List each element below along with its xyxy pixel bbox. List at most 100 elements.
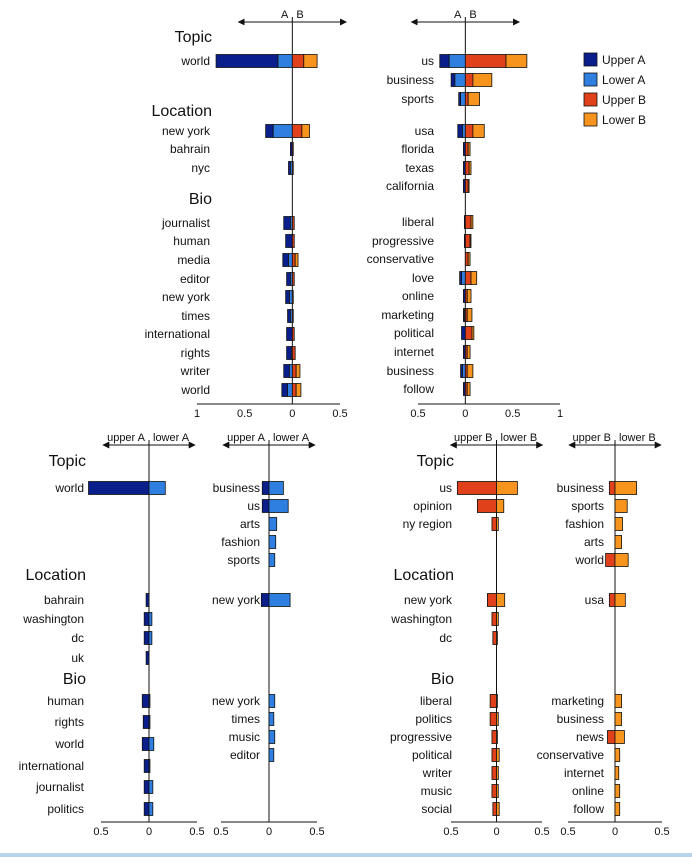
bar-segment-ua: [260, 593, 270, 607]
bar-segment-ua: [143, 759, 150, 773]
bar-segment-ua: [283, 216, 291, 230]
bar-segment-lb: [467, 179, 470, 193]
bar-segment-ub: [464, 252, 469, 266]
tick-label: 1: [557, 408, 563, 420]
bar-segment-la: [268, 499, 289, 513]
row-label: nyc: [191, 161, 210, 175]
tick-label: 0: [266, 826, 272, 838]
bar-segment-ua: [261, 499, 270, 513]
bar-segment-la: [268, 712, 275, 726]
tick-label: 0.5: [93, 826, 108, 838]
bar-segment-lb: [466, 382, 471, 396]
bar-segment-ub: [491, 517, 497, 531]
bar-segment-ub: [605, 553, 616, 567]
bar-segment-lb: [614, 694, 622, 708]
bar-segment-lb: [614, 553, 629, 567]
row-label: world: [54, 737, 84, 751]
bar-segment-ub: [291, 272, 295, 286]
bar-segment-lb: [614, 730, 625, 744]
bar-segment-ub: [291, 161, 294, 175]
row-label: new york: [162, 124, 211, 138]
section-title: Topic: [175, 29, 212, 46]
bar-segment-ub: [464, 215, 472, 229]
bar-segment-ua: [143, 612, 150, 626]
tick-label: 0.5: [237, 408, 252, 420]
bar-segment-ub: [291, 253, 296, 267]
bar-segment-ub: [489, 694, 497, 708]
bar-segment-ub: [464, 142, 469, 156]
bar-segment-ub: [464, 326, 473, 340]
row-label: international: [19, 759, 84, 773]
section-title: Bio: [189, 191, 212, 208]
legend-label: Lower A: [602, 73, 645, 87]
bar-segment-la: [460, 92, 466, 106]
panel-p6: upper B lower B 0.5 0 0.5 business sports fashi…: [537, 432, 670, 838]
bar-segment-lb: [614, 748, 621, 762]
row-label: conservative: [537, 748, 605, 762]
bar-segment-lb: [466, 308, 473, 322]
bar-segment-lb: [466, 289, 472, 303]
bar-segment-ub: [456, 481, 497, 495]
bar-segment-la: [448, 54, 466, 68]
row-label: politics: [47, 802, 84, 816]
row-label: business: [557, 481, 604, 495]
row-label: world: [180, 54, 210, 68]
bar-segment-ua: [88, 481, 150, 495]
row-label: fashion: [221, 535, 260, 549]
bar-segment-la: [454, 73, 466, 87]
bar-segment-ub: [291, 364, 297, 378]
bar-segment-la: [268, 593, 291, 607]
bar-segment-la: [461, 271, 466, 285]
bar-segment-la: [268, 730, 276, 744]
row-label: times: [181, 309, 210, 323]
tick-label: 0.5: [410, 408, 425, 420]
row-label: internet: [564, 766, 605, 780]
direction-label-right: B: [296, 9, 303, 21]
bar-segment-ub: [491, 766, 497, 780]
bar-segment-ub: [464, 179, 469, 193]
tick-label: 0.5: [443, 826, 458, 838]
row-label: new york: [212, 593, 261, 607]
bar-segment-la: [148, 802, 154, 816]
row-label: progressive: [390, 730, 452, 744]
bar-segment-lb: [496, 784, 499, 798]
bar-segment-la: [268, 694, 276, 708]
bar-segment-la: [288, 253, 293, 267]
bar-segment-lb: [294, 253, 299, 267]
bar-segment-lb: [303, 54, 318, 68]
direction-label-right: B: [469, 9, 476, 21]
bar-segment-lb: [471, 326, 475, 340]
row-label: progressive: [372, 234, 434, 248]
row-label: usa: [585, 593, 605, 607]
row-label: opinion: [413, 499, 452, 513]
bar-segment-ub: [491, 784, 497, 798]
bar-segment-la: [148, 780, 154, 794]
bar-segment-ua: [461, 326, 466, 340]
row-label: bahrain: [44, 593, 84, 607]
bar-segment-lb: [301, 124, 310, 138]
row-label: political: [394, 326, 434, 340]
row-label: news: [576, 730, 604, 744]
bar-segment-lb: [472, 73, 493, 87]
row-label: world: [574, 553, 604, 567]
row-label: business: [557, 712, 604, 726]
direction-label-left: upper A: [227, 432, 266, 444]
direction-label-right: lower A: [153, 432, 190, 444]
bar-segment-ua: [286, 272, 291, 286]
bar-segment-la: [268, 517, 278, 531]
row-label: marketing: [551, 694, 604, 708]
row-label: human: [47, 694, 84, 708]
direction-label-right: lower A: [273, 432, 310, 444]
bottom-border: [0, 853, 692, 857]
tick-label: 0: [289, 408, 295, 420]
bar-segment-ub: [464, 73, 474, 87]
tick-label: 0.5: [560, 826, 575, 838]
bar-segment-ua: [215, 54, 279, 68]
row-label: follow: [403, 382, 434, 396]
tick-label: 0.5: [505, 408, 520, 420]
bar-segment-ub: [486, 593, 497, 607]
bar-segment-lb: [468, 161, 472, 175]
bar-segment-la: [148, 715, 151, 729]
bar-segment-ub: [464, 234, 471, 248]
bar-segment-ua: [287, 309, 291, 323]
